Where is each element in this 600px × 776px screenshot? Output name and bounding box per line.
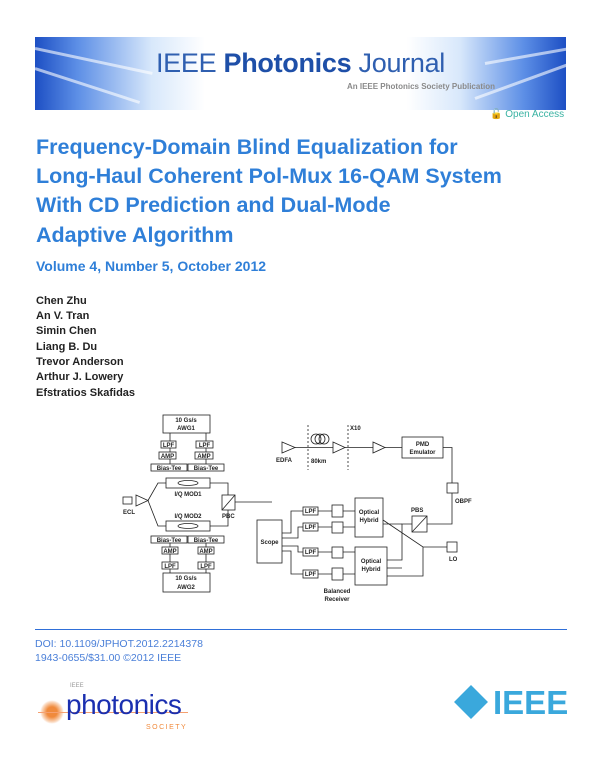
ecl-label: ECL xyxy=(123,510,135,516)
iq-mod2-box xyxy=(165,520,211,532)
bias-tee-label: Bias-Tee xyxy=(194,466,219,472)
iq-mod2-label: I/Q MOD2 xyxy=(174,514,202,520)
pmd-label: PMD xyxy=(416,442,430,448)
lpf-label: LPF xyxy=(305,525,317,531)
lpf-box xyxy=(161,561,179,570)
divider xyxy=(35,629,567,630)
lpf-label: LPF xyxy=(163,443,175,449)
lo-box xyxy=(446,541,458,553)
logo-text: SOCIETY xyxy=(146,724,188,731)
author: Liang B. Du xyxy=(36,341,98,353)
pmd-label: Emulator xyxy=(409,450,436,456)
author: An V. Tran xyxy=(36,310,90,322)
paper-title-line-1: Frequency-Domain Blind Equalization for xyxy=(36,135,458,159)
ieee-logo: IEEE xyxy=(454,684,569,724)
optical-hybrid-box xyxy=(354,546,388,586)
logo-text: photonics xyxy=(66,689,182,720)
volume-info: Volume 4, Number 5, October 2012 xyxy=(36,258,267,274)
iq-mod1-box xyxy=(165,477,211,489)
bias-tee-box xyxy=(187,463,225,472)
amp-box xyxy=(161,546,179,555)
pbc-label: PBC xyxy=(222,514,235,520)
lo-label: LO xyxy=(449,557,458,563)
hybrid-label: Optical xyxy=(359,510,380,516)
journal-subtitle: An IEEE Photonics Society Publication xyxy=(346,82,495,91)
lpf-label: LPF xyxy=(199,443,211,449)
obpf-label: OBPF xyxy=(455,499,472,505)
paper-title-line-3: With CD Prediction and Dual-Mode xyxy=(36,193,391,217)
lpf-label: LPF xyxy=(200,564,212,570)
lpf-box xyxy=(195,440,214,449)
bias-tee-label: Bias-Tee xyxy=(157,538,182,544)
bias-tee-box xyxy=(150,535,188,544)
pbs-label: PBS xyxy=(411,508,423,514)
hybrid-label: Hybrid xyxy=(359,518,378,524)
ieee-diamond-icon xyxy=(454,685,488,719)
scope-box xyxy=(256,519,283,564)
amp-label: AMP xyxy=(197,454,210,460)
photonics-society-logo: IEEE photonics SOCIETY xyxy=(38,683,198,738)
author: Efstratios Skafidas xyxy=(36,387,136,399)
doi[interactable]: DOI: 10.1109/JPHOT.2012.2214378 xyxy=(35,638,203,650)
iq-mod1-label: I/Q MOD1 xyxy=(174,492,202,498)
pmd-emulator-box xyxy=(401,436,444,459)
lpf-label: LPF xyxy=(164,564,176,570)
ecl-box xyxy=(122,496,133,505)
open-access-badge: 🔓 Open Access xyxy=(490,109,565,120)
bias-tee-label: Bias-Tee xyxy=(157,466,182,472)
balanced-receiver-label: Balanced xyxy=(324,589,351,595)
awg1-label: AWG1 xyxy=(177,426,195,432)
amp-box xyxy=(197,546,215,555)
awg2-box xyxy=(162,572,211,593)
system-diagram: 10 Gs/s AWG1 LPF LPF AMP AMP Bias-Tee Bi… xyxy=(122,414,472,603)
author: Arthur J. Lowery xyxy=(36,371,124,383)
optical-hybrid-box xyxy=(354,497,384,538)
amplifier-icon xyxy=(332,441,346,454)
amplifier-icon xyxy=(135,494,149,507)
paper-title-line-4: Adaptive Algorithm xyxy=(36,223,234,247)
amp-label: AMP xyxy=(163,549,176,555)
edfa-icon xyxy=(281,441,297,454)
edfa-label: EDFA xyxy=(276,458,293,464)
journal-title: IEEE Photonics Journal xyxy=(155,48,445,78)
journal-banner: IEEE Photonics Journal An IEEE Photonics… xyxy=(35,37,566,110)
bias-tee-box xyxy=(150,463,188,472)
author: Chen Zhu xyxy=(36,295,87,307)
author: Simin Chen xyxy=(36,325,97,337)
copyright: 1943-0655/$31.00 ©2012 IEEE xyxy=(35,652,182,664)
loops-label: X10 xyxy=(350,426,361,432)
awg1-label: 10 Gs/s xyxy=(175,418,197,424)
paper-title-line-2: Long-Haul Coherent Pol-Mux 16-QAM System xyxy=(36,164,502,188)
lpf-box xyxy=(160,440,177,449)
balanced-detectors xyxy=(318,504,355,581)
bias-tee-label: Bias-Tee xyxy=(194,538,219,544)
amplifier-icon xyxy=(372,441,386,454)
lpf-label: LPF xyxy=(305,509,317,515)
awg2-label: 10 Gs/s xyxy=(175,576,197,582)
logo-text: IEEE xyxy=(493,684,569,721)
hybrid-label: Optical xyxy=(361,559,382,565)
awg2-label: AWG2 xyxy=(177,585,195,591)
scope-label: Scope xyxy=(260,540,279,546)
amp-box xyxy=(158,451,177,460)
bias-tee-box xyxy=(187,535,225,544)
hybrid-label: Hybrid xyxy=(361,567,380,573)
lpf-box xyxy=(197,561,215,570)
awg1-box xyxy=(162,414,211,434)
amp-label: AMP xyxy=(199,549,212,555)
open-lock-icon: 🔓 xyxy=(490,109,503,120)
amp-label: AMP xyxy=(161,454,174,460)
lpf-label: LPF xyxy=(305,550,317,556)
lpf-label: LPF xyxy=(305,572,317,578)
span-label: 80km xyxy=(311,459,326,465)
balanced-receiver-label: Receiver xyxy=(324,597,350,603)
logo-text: IEEE xyxy=(70,683,84,689)
author: Trevor Anderson xyxy=(36,356,124,368)
obpf-box xyxy=(446,482,459,494)
amp-box xyxy=(194,451,214,460)
